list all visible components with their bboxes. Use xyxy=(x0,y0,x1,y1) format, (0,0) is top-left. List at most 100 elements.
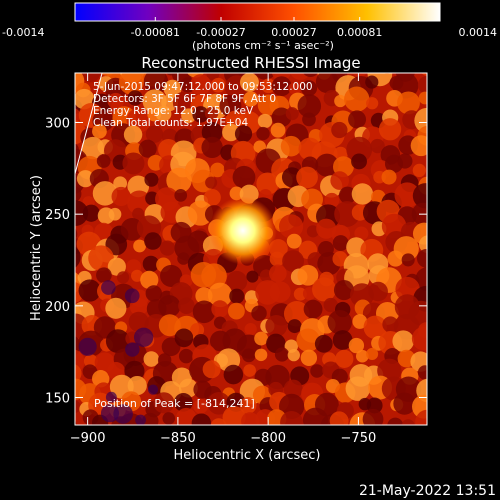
heatmap-blob xyxy=(378,118,402,141)
heatmap-blob xyxy=(306,225,320,238)
heatmap-low-blob xyxy=(113,404,133,424)
heatmap-blob xyxy=(105,329,130,354)
colorbar: -0.0014 -0.00081 -0.00027 0.00027 0.00081 0.0… xyxy=(2,2,497,52)
heatmap-low-blob xyxy=(124,288,140,304)
heatmap-blob xyxy=(392,330,414,352)
heatmap-blob xyxy=(158,295,181,318)
heatmap-blob xyxy=(178,297,195,315)
heatmap-blob xyxy=(332,251,348,267)
heatmap-blob xyxy=(315,73,339,94)
heatmap-blob xyxy=(105,297,127,319)
heatmap-blob xyxy=(282,250,304,272)
heatmap-blob xyxy=(111,186,131,207)
heatmap-blob xyxy=(144,172,159,187)
heatmap-blob xyxy=(417,365,427,380)
heatmap-blob xyxy=(178,348,194,364)
heatmap-blob xyxy=(140,270,159,290)
heatmap-blob xyxy=(329,411,349,425)
heatmap-blob xyxy=(201,263,227,289)
heatmap-blob xyxy=(88,245,114,271)
heatmap-blob xyxy=(202,360,221,379)
heatmap-blob xyxy=(366,347,379,360)
heatmap-blob xyxy=(254,331,269,346)
heatmap-blob xyxy=(166,167,192,194)
heatmap-blob xyxy=(241,412,260,425)
heatmap-blob xyxy=(177,252,190,265)
colorbar-bar xyxy=(74,2,441,22)
heatmap-blob xyxy=(144,232,162,250)
heatmap-blob xyxy=(159,240,176,256)
heatmap-blob xyxy=(332,330,353,350)
peak-source xyxy=(208,196,277,265)
heatmap-blob xyxy=(269,251,285,267)
heatmap-blob xyxy=(256,172,279,195)
heatmap-blob xyxy=(246,270,259,283)
heatmap-low-blob xyxy=(101,280,116,295)
heatmap-blob xyxy=(127,190,152,215)
heatmap-blob xyxy=(211,300,229,318)
heatmap-blob xyxy=(207,391,231,415)
heatmap-blob xyxy=(172,91,196,114)
heatmap-blob xyxy=(419,235,427,254)
heatmap-blob xyxy=(243,364,256,377)
heatmap-blob xyxy=(314,334,333,353)
heatmap-blob xyxy=(75,364,82,383)
heatmap-blob xyxy=(192,300,216,324)
heatmap-blob xyxy=(333,280,355,301)
annotation-line: Detectors: 3F 5F 6F 7F 8F 9F, Att 0 xyxy=(93,93,276,105)
x-axis-ticks: −900 −850 −800 −750 xyxy=(70,73,376,446)
heatmap-low-blob xyxy=(105,391,117,403)
heatmap-blob xyxy=(210,77,226,93)
heatmap-blob xyxy=(105,233,128,256)
heatmap-blob xyxy=(330,171,349,190)
heatmap-blob xyxy=(300,80,318,97)
render-timestamp: 21-May-2022 13:51 xyxy=(359,483,496,499)
heatmap-blob xyxy=(397,91,420,115)
heatmap-blob xyxy=(204,106,219,121)
y-tick-label: 200 xyxy=(45,300,70,315)
heatmap-blob xyxy=(138,139,157,158)
heatmap-blob xyxy=(128,311,149,332)
heatmap-blob xyxy=(418,91,427,105)
heatmap-blob xyxy=(410,135,427,157)
heatmap-blob xyxy=(239,397,257,414)
heatmap-blob xyxy=(352,314,368,329)
heatmap-blob xyxy=(254,348,268,362)
heatmap-blob xyxy=(143,73,169,94)
colorbar-tick-label: -0.0014 xyxy=(2,26,44,39)
solar-limb-line xyxy=(74,72,103,174)
heatmap-blob xyxy=(226,270,248,292)
heatmap-blob xyxy=(401,419,415,425)
heatmap-blob xyxy=(261,78,276,94)
colorbar-tick-label: -0.00081 xyxy=(131,26,180,39)
colorbar-ticks: -0.0014 -0.00081 -0.00027 0.00027 0.00081 0.0… xyxy=(2,17,497,39)
heatmap-blob xyxy=(193,398,208,414)
heatmap-blob xyxy=(287,348,300,362)
heatmap-blob xyxy=(145,285,163,302)
heatmap-blob xyxy=(78,279,101,302)
heatmap-blob xyxy=(346,136,373,163)
heatmap-blob xyxy=(279,393,305,419)
heatmap-blob xyxy=(285,107,299,121)
heatmap-blob xyxy=(162,412,176,425)
colorbar-tick-label: 0.00081 xyxy=(337,26,383,39)
heatmap-blob xyxy=(75,228,78,240)
heatmap-blob xyxy=(123,125,143,144)
heatmap-blob xyxy=(174,393,193,412)
heatmap-blob xyxy=(401,253,415,267)
x-tick-label: −850 xyxy=(160,431,196,446)
heatmap-blob xyxy=(178,378,198,398)
heatmap-blob xyxy=(366,97,379,110)
heatmap-blob xyxy=(191,413,212,425)
heatmap-blob xyxy=(344,86,370,112)
colorbar-tick-label: 0.00027 xyxy=(271,26,317,39)
colorbar-tick-label: -0.00027 xyxy=(196,26,245,39)
heatmap-blob xyxy=(163,79,182,98)
heatmap-blob xyxy=(331,121,348,139)
heatmap-blob xyxy=(80,73,101,83)
heatmap-blob xyxy=(270,122,286,138)
heatmap-blob xyxy=(274,347,290,362)
heatmap-blob xyxy=(174,189,188,202)
heatmap-blob xyxy=(142,255,160,273)
heatmap-blob xyxy=(296,166,318,189)
